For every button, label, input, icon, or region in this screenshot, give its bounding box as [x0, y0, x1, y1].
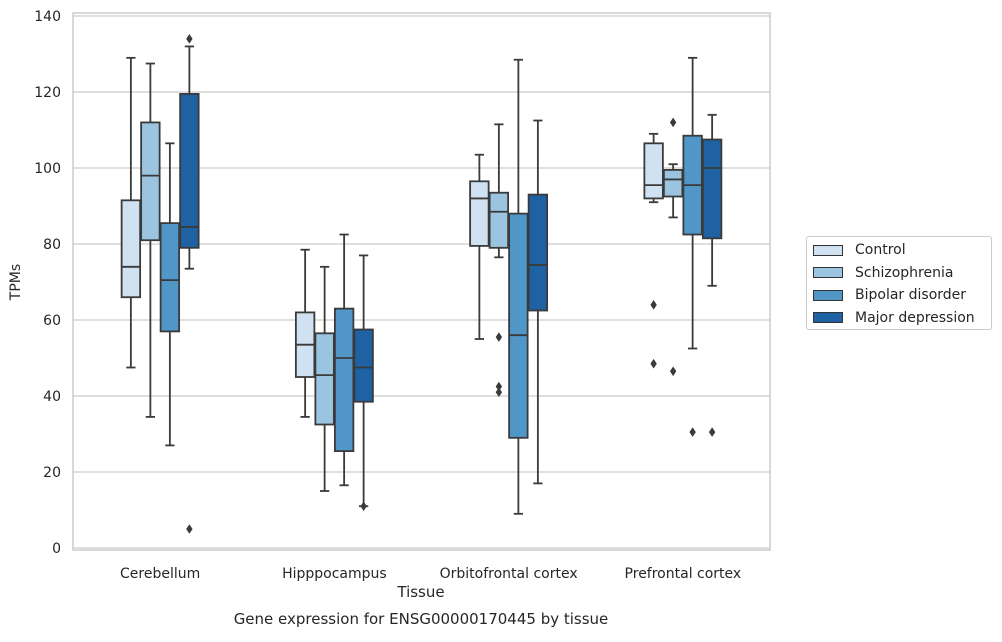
- iqr-box: [333, 307, 355, 453]
- y-tick-label: 40: [43, 389, 61, 405]
- outlier-point: [669, 117, 677, 128]
- legend-label: Bipolar disorder: [855, 287, 967, 303]
- x-tick-label: Cerebellum: [120, 566, 200, 582]
- y-axis-label: TPMs: [8, 264, 24, 301]
- outlier-point: [495, 332, 503, 342]
- iqr-box: [643, 142, 664, 200]
- x-tick-labels: Cerebellum Hipppocampus Orbitofrontal cort…: [120, 566, 741, 582]
- iqr-box: [159, 222, 181, 333]
- iqr-box: [469, 180, 490, 247]
- legend-swatch: [813, 312, 843, 323]
- legend-item: Schizophrenia: [813, 262, 953, 284]
- box-major-depression: [179, 34, 200, 534]
- legend-label: Schizophrenia: [855, 264, 954, 281]
- iqr-box: [488, 191, 510, 249]
- iqr-box: [701, 138, 723, 240]
- box-schizophrenia: [488, 123, 510, 398]
- box-bipolar-disorder: [159, 142, 181, 447]
- y-tick-label: 100: [34, 161, 61, 177]
- box-schizophrenia: [662, 117, 684, 377]
- iqr-box: [527, 193, 549, 312]
- legend-swatch: [813, 244, 843, 256]
- y-tick-label: 60: [43, 313, 61, 329]
- box-major-depression: [353, 254, 374, 512]
- y-tick-label: 120: [34, 85, 61, 101]
- outlier-point: [650, 300, 657, 310]
- box-control: [120, 56, 142, 369]
- box-bipolar-disorder: [508, 58, 529, 515]
- legend-swatch: [813, 267, 843, 278]
- iqr-box: [120, 199, 142, 299]
- outlier-point: [360, 501, 367, 512]
- box-schizophrenia: [314, 265, 335, 492]
- outlier-point: [689, 427, 696, 437]
- plot-frame: [72, 12, 771, 551]
- legend-label: Control: [855, 242, 906, 258]
- iqr-box: [140, 121, 161, 242]
- legend: Control Schizophrenia Bipolar disorder Majo…: [806, 236, 992, 330]
- outlier-point: [708, 427, 716, 437]
- y-tick-label: 20: [43, 465, 61, 481]
- outlier-point: [650, 358, 657, 369]
- box-major-depression: [701, 113, 723, 437]
- box-schizophrenia: [140, 62, 161, 418]
- legend-item: Control: [813, 239, 906, 261]
- box-control: [294, 248, 316, 418]
- iqr-box: [179, 93, 200, 249]
- y-tick-label: 140: [34, 9, 61, 25]
- chart-title: Gene expression for ENSG00000170445 by t…: [234, 610, 609, 628]
- x-axis-label: Tissue: [396, 583, 444, 601]
- outlier-point: [186, 524, 193, 534]
- iqr-box: [662, 169, 684, 198]
- iqr-box: [508, 212, 529, 439]
- legend-item: Bipolar disorder: [813, 284, 966, 306]
- y-tick-labels: 0 20 40 60 80 100 120 140: [34, 9, 61, 557]
- box-series: [120, 34, 723, 534]
- x-tick-label: Orbitofrontal cortex: [440, 566, 578, 582]
- y-tick-label: 80: [43, 237, 61, 253]
- box-control: [643, 132, 664, 369]
- outlier-point: [186, 34, 193, 44]
- legend-label: Major depression: [855, 309, 975, 326]
- x-tick-label: Prefrontal cortex: [625, 566, 742, 582]
- outlier-point: [495, 381, 503, 392]
- iqr-box: [353, 328, 374, 403]
- y-tick-label: 0: [52, 541, 61, 557]
- legend-item: Major depression: [813, 307, 975, 329]
- box-control: [469, 153, 490, 340]
- x-tick-label: Hipppocampus: [282, 566, 387, 582]
- box-major-depression: [527, 119, 549, 485]
- outlier-point: [669, 366, 677, 377]
- iqr-box: [314, 332, 335, 426]
- box-bipolar-disorder: [682, 56, 703, 437]
- legend-swatch: [813, 289, 843, 301]
- box-bipolar-disorder: [333, 233, 355, 487]
- outlier-point: [495, 387, 503, 398]
